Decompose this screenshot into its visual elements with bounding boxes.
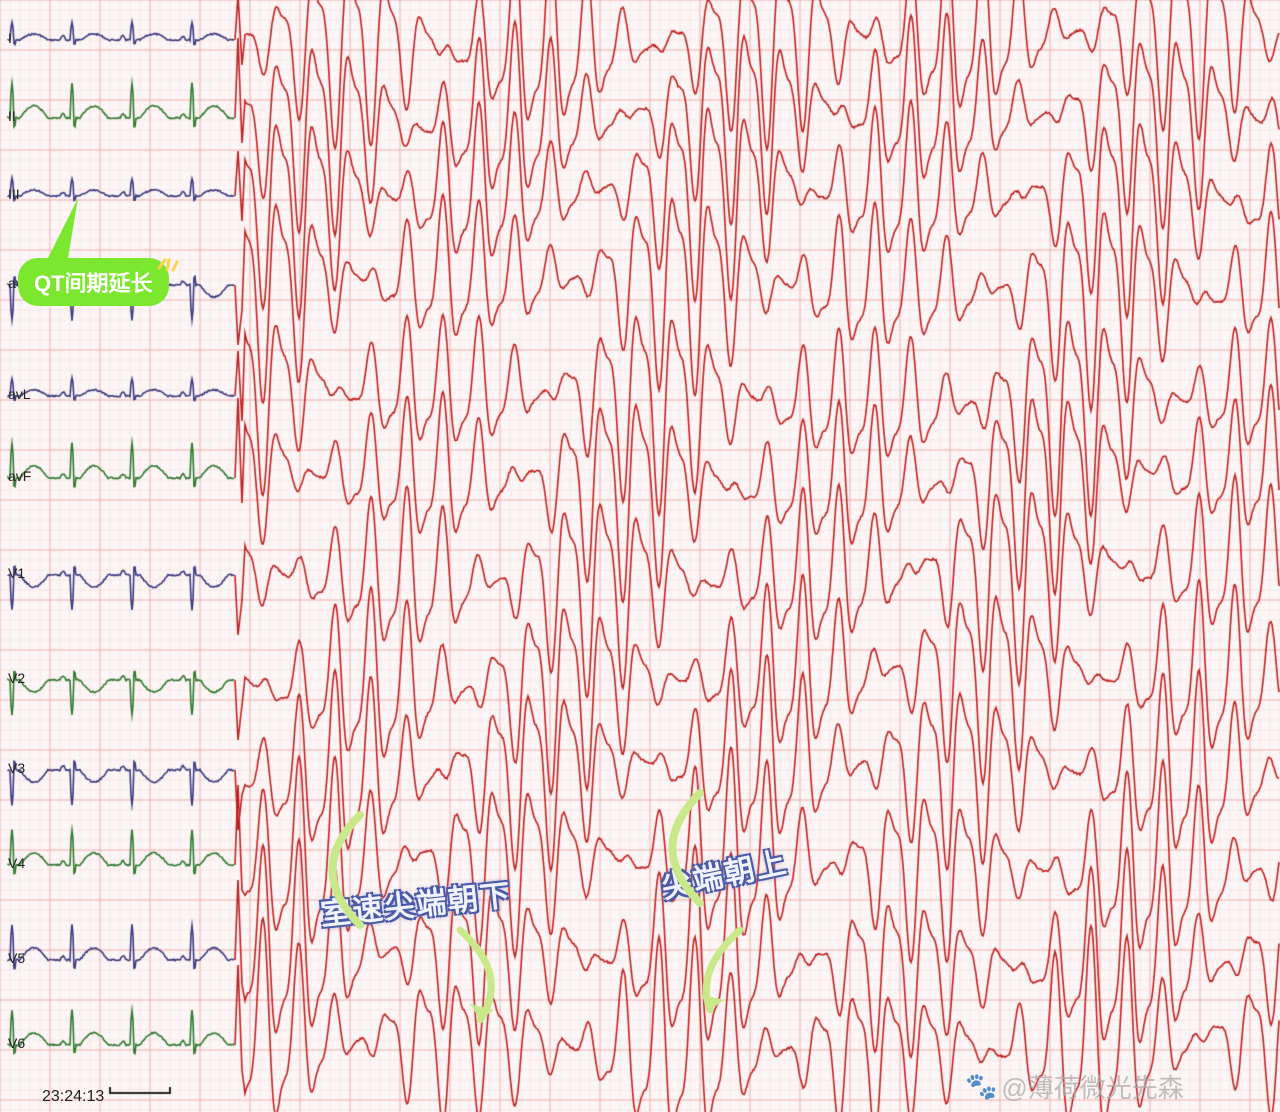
lead-label-avF: avF xyxy=(8,468,31,484)
lead-label-V2: V2 xyxy=(8,670,25,686)
lead-label-V6: V6 xyxy=(8,1035,25,1051)
lead-label-V1: V1 xyxy=(8,565,25,581)
watermark: 🐾 @薄荷微光先森 xyxy=(965,1068,1184,1105)
lead-label-avL: avL xyxy=(8,386,31,402)
timestamp: 23:24:13 xyxy=(42,1088,104,1106)
lead-label-II: II xyxy=(8,108,16,124)
callout-bubble: QT间期延长 xyxy=(18,258,169,306)
lead-label-V3: V3 xyxy=(8,760,25,776)
lead-label-V5: V5 xyxy=(8,950,25,966)
ecg-canvas xyxy=(0,0,1280,1112)
lead-label-V4: V4 xyxy=(8,855,25,871)
paw-icon: 🐾 xyxy=(965,1071,997,1102)
callout-text: QT间期延长 xyxy=(34,271,153,296)
watermark-text: @薄荷微光先森 xyxy=(1001,1068,1183,1105)
callout-accent-icon xyxy=(155,250,179,274)
lead-label-III: III xyxy=(8,186,20,202)
lead-label-I: I xyxy=(8,30,12,46)
